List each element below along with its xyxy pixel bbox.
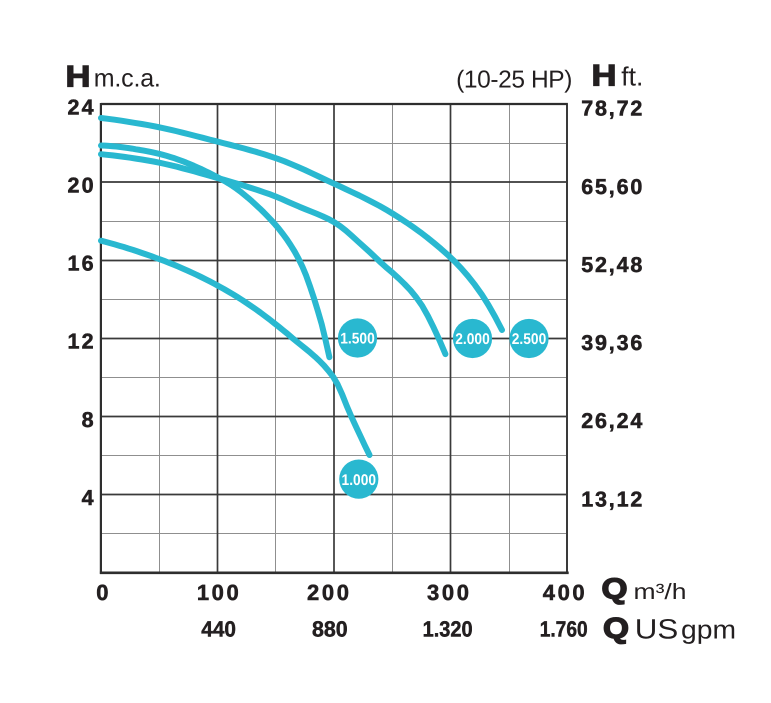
svg-text:24: 24 — [67, 95, 95, 119]
svg-text:1.500: 1.500 — [340, 331, 375, 348]
svg-text:300: 300 — [427, 580, 472, 605]
svg-text:65,60: 65,60 — [581, 175, 644, 199]
svg-text:4: 4 — [82, 486, 96, 510]
svg-text:78,72: 78,72 — [581, 97, 644, 121]
svg-text:1.000: 1.000 — [342, 472, 377, 489]
svg-text:m.c.a.: m.c.a. — [94, 65, 161, 93]
svg-text:H: H — [592, 60, 617, 93]
svg-text:1.760: 1.760 — [540, 616, 588, 641]
svg-text:880: 880 — [312, 616, 348, 641]
svg-text:(10-25 HP): (10-25 HP) — [456, 67, 572, 94]
svg-text:H: H — [66, 60, 91, 93]
svg-text:2.000: 2.000 — [455, 331, 490, 348]
svg-text:ft.: ft. — [621, 62, 643, 92]
svg-text:1.320: 1.320 — [423, 616, 473, 641]
svg-text:200: 200 — [307, 580, 352, 605]
svg-text:16: 16 — [67, 252, 95, 276]
svg-text:m³/h: m³/h — [634, 579, 687, 604]
svg-text:gpm: gpm — [681, 615, 736, 645]
svg-text:100: 100 — [197, 580, 242, 605]
svg-text:12: 12 — [67, 330, 95, 354]
svg-text:US: US — [635, 614, 679, 645]
svg-text:2.500: 2.500 — [512, 331, 547, 348]
svg-text:400: 400 — [543, 580, 588, 605]
svg-text:0: 0 — [96, 580, 108, 605]
svg-text:26,24: 26,24 — [581, 409, 644, 433]
svg-text:39,36: 39,36 — [581, 331, 644, 355]
svg-text:20: 20 — [67, 174, 95, 198]
svg-text:Q: Q — [602, 574, 628, 606]
svg-text:440: 440 — [201, 616, 236, 641]
svg-text:13,12: 13,12 — [581, 487, 644, 511]
svg-text:52,48: 52,48 — [581, 253, 644, 277]
svg-text:8: 8 — [82, 408, 96, 432]
svg-text:Q: Q — [603, 613, 629, 645]
